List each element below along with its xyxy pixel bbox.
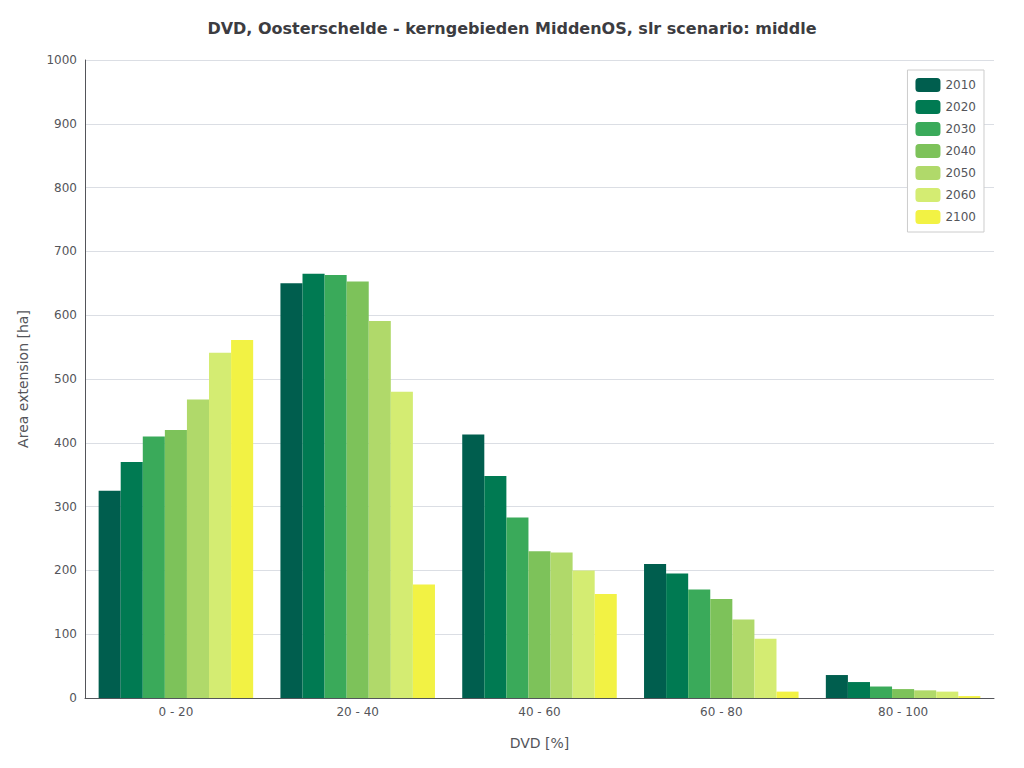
svg-text:2050: 2050 [945,166,976,180]
svg-text:0: 0 [69,691,77,705]
svg-text:300: 300 [54,500,77,514]
svg-text:80 - 100: 80 - 100 [878,705,928,719]
svg-text:2010: 2010 [945,78,976,92]
svg-text:2020: 2020 [945,100,976,114]
svg-text:20 - 40: 20 - 40 [336,705,379,719]
svg-text:2100: 2100 [945,210,976,224]
svg-text:2030: 2030 [945,122,976,136]
svg-text:DVD [%]: DVD [%] [510,735,570,751]
svg-text:400: 400 [54,436,77,450]
svg-text:40 - 60: 40 - 60 [518,705,561,719]
svg-text:700: 700 [54,244,77,258]
svg-text:600: 600 [54,308,77,322]
svg-text:60 - 80: 60 - 80 [700,705,743,719]
svg-text:2060: 2060 [945,188,976,202]
svg-text:Area extension [ha]: Area extension [ha] [15,310,31,448]
svg-text:900: 900 [54,117,77,131]
svg-text:2040: 2040 [945,144,976,158]
svg-text:800: 800 [54,181,77,195]
svg-text:DVD, Oosterschelde - kerngebie: DVD, Oosterschelde - kerngebieden Midden… [207,19,816,38]
svg-text:0 - 20: 0 - 20 [158,705,193,719]
svg-text:500: 500 [54,372,77,386]
svg-text:100: 100 [54,627,77,641]
svg-text:200: 200 [54,563,77,577]
svg-text:1000: 1000 [46,53,77,67]
